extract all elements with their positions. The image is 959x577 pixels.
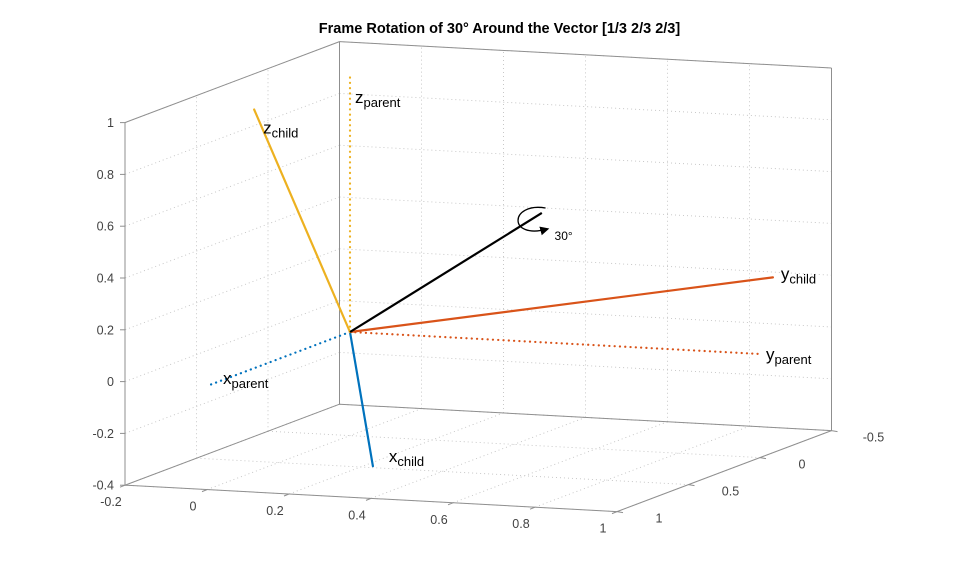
z-tick-label: 0 — [107, 375, 114, 389]
z-tick-label: -0.4 — [92, 479, 114, 493]
chart-title: Frame Rotation of 30° Around the Vector … — [318, 21, 681, 37]
y-tick-mark — [447, 502, 454, 506]
x-child-vector — [348, 330, 375, 468]
rotation-arc — [517, 206, 550, 236]
y-tick-label: 0.8 — [512, 517, 529, 531]
y-tick-mark — [365, 497, 372, 501]
grid-line — [452, 421, 668, 504]
x-tick-mark — [616, 511, 624, 514]
axes-box-edge — [124, 403, 340, 486]
y-tick-label: -0.2 — [100, 495, 122, 509]
y-parent-label: yparent — [766, 345, 812, 367]
z-tick-label: 0.8 — [97, 168, 114, 182]
y-child-label: ychild — [781, 264, 816, 286]
y-tick-label: 0.2 — [266, 504, 283, 518]
y-child-vector — [348, 276, 775, 334]
grid-line — [339, 351, 832, 380]
y-tick-label: 0.4 — [348, 508, 365, 522]
z-tick-label: 0.6 — [97, 220, 114, 234]
z-tick-label: 0.4 — [97, 272, 114, 286]
x-tick-label: 0 — [799, 458, 806, 472]
axes-box-edge — [616, 430, 832, 513]
x-child-label: xchild — [389, 447, 424, 469]
rotation-axis-vector — [349, 212, 543, 333]
axes-box-edge — [339, 41, 832, 69]
y-tick-label: 0 — [190, 500, 197, 514]
z-child-vector — [253, 108, 352, 334]
y-tick-mark — [529, 506, 536, 510]
x-parent-vector — [205, 330, 352, 388]
x-tick-label: -0.5 — [863, 431, 885, 445]
grid-line — [124, 248, 340, 331]
rotation-angle-label: 30° — [555, 229, 573, 243]
y-tick-mark — [119, 484, 126, 488]
x-tick-label: 1 — [656, 512, 663, 526]
z-child-label: zchild — [263, 119, 298, 141]
z-parent-label: zparent — [355, 88, 401, 110]
z-tick-label: -0.2 — [92, 427, 114, 441]
x-tick-mark — [688, 484, 695, 487]
grid-line — [534, 425, 750, 508]
y-tick-label: 1 — [600, 522, 607, 536]
grid-line — [124, 300, 340, 383]
y-tick-mark — [611, 511, 618, 515]
z-tick-label: 0.2 — [97, 323, 114, 337]
x-tick-mark — [759, 457, 767, 460]
axes-box-edge — [339, 403, 832, 432]
y-tick-mark — [201, 489, 208, 493]
grid-line — [124, 144, 340, 227]
grid-line — [124, 92, 340, 175]
z-tick-label: 1 — [107, 116, 114, 130]
y-tick-label: 0.6 — [430, 513, 447, 527]
y-parent-vector — [348, 330, 762, 356]
x-tick-mark — [831, 430, 838, 433]
axes-box-edge — [124, 41, 340, 124]
x-parent-label: xparent — [223, 369, 269, 391]
grid-line — [124, 196, 340, 279]
x-tick-label: 0.5 — [722, 485, 739, 499]
grid-line — [124, 351, 340, 434]
y-tick-mark — [283, 493, 290, 497]
